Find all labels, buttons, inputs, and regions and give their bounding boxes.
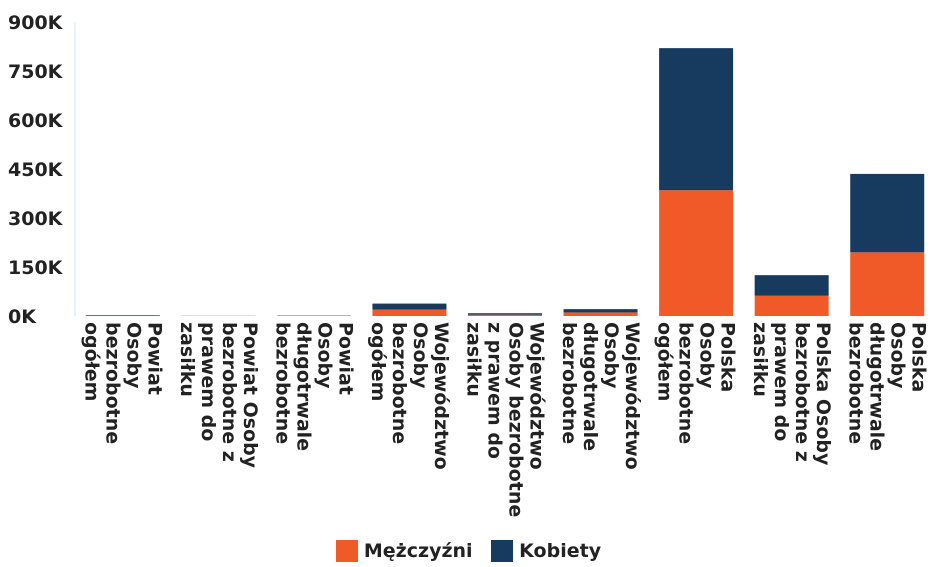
bar-men	[564, 312, 638, 316]
x-category-line: długotrwale	[579, 322, 601, 451]
legend: Mężczyźni Kobiety	[0, 540, 937, 567]
bar-women	[372, 304, 446, 310]
x-category-line: Powiat	[334, 322, 356, 395]
x-category-line: bezrobotne z	[218, 322, 240, 462]
x-category-line: Powiat Osoby	[239, 322, 261, 469]
bar-women	[850, 174, 924, 252]
x-category-line: bezrobotne	[845, 322, 867, 444]
y-tick-label: 750K	[8, 61, 64, 83]
x-category-line: Polska Osoby	[812, 322, 834, 466]
x-category-line: Osoby	[313, 322, 335, 389]
x-category-line: prawem do	[770, 322, 792, 441]
bar-men	[372, 309, 446, 316]
x-category-line: Polska	[717, 322, 739, 392]
bar-men	[755, 296, 829, 316]
bar-women	[564, 309, 638, 312]
x-category-line: zasiłku	[749, 322, 771, 397]
x-category-line: Osoby	[600, 322, 622, 389]
x-category-line: bezrobotne	[101, 322, 123, 444]
x-category-line: Województwo	[430, 322, 452, 470]
x-category-line: Polska	[908, 322, 930, 392]
x-category-line: bezrobotne	[388, 322, 410, 444]
bar-men	[850, 252, 924, 316]
x-category-line: Osoby	[122, 322, 144, 389]
legend-label-men: Mężczyźni	[364, 540, 473, 562]
x-category-line: Osoby	[887, 322, 909, 389]
x-category-line: ogółem	[654, 322, 676, 401]
x-category-line: Osoby	[696, 322, 718, 389]
x-category-line: prawem do	[197, 322, 219, 441]
legend-item-women: Kobiety	[491, 540, 601, 562]
legend-swatch-men	[336, 540, 358, 562]
x-category-line: bezrobotne z	[791, 322, 813, 462]
x-category-line: ogółem	[80, 322, 102, 401]
y-tick-label: 900K	[8, 12, 64, 34]
y-tick-label: 600K	[8, 110, 64, 132]
x-category-line: długotrwale	[866, 322, 888, 451]
x-category-line: ogółem	[367, 322, 389, 401]
bar-men	[659, 190, 733, 316]
x-category-line: Osoby bezrobotne	[505, 322, 527, 517]
x-category-line: bezrobotne	[675, 322, 697, 444]
x-category-line: Powiat	[143, 322, 165, 395]
x-category-line: bezrobotne	[558, 322, 580, 444]
bar-women	[755, 275, 829, 296]
x-category-line: bezrobotne	[271, 322, 293, 444]
x-category-line: Województwo	[526, 322, 548, 470]
bar-men	[468, 315, 542, 316]
x-category-line: zasiłku	[463, 322, 485, 397]
y-tick-label: 300K	[8, 208, 64, 230]
bar-women	[468, 313, 542, 314]
y-tick-label: 450K	[8, 159, 64, 181]
legend-label-women: Kobiety	[519, 540, 601, 562]
y-tick-label: 0K	[8, 306, 37, 328]
y-tick-label: 150K	[8, 257, 64, 279]
x-category-line: z prawem do	[484, 322, 506, 459]
legend-swatch-women	[491, 540, 513, 562]
x-category-line: długotrwale	[292, 322, 314, 451]
x-category-line: Osoby	[409, 322, 431, 389]
x-category-line: Województwo	[621, 322, 643, 470]
bar-women	[659, 48, 733, 190]
x-category-line: zasiłku	[176, 322, 198, 397]
legend-item-men: Mężczyźni	[336, 540, 473, 562]
